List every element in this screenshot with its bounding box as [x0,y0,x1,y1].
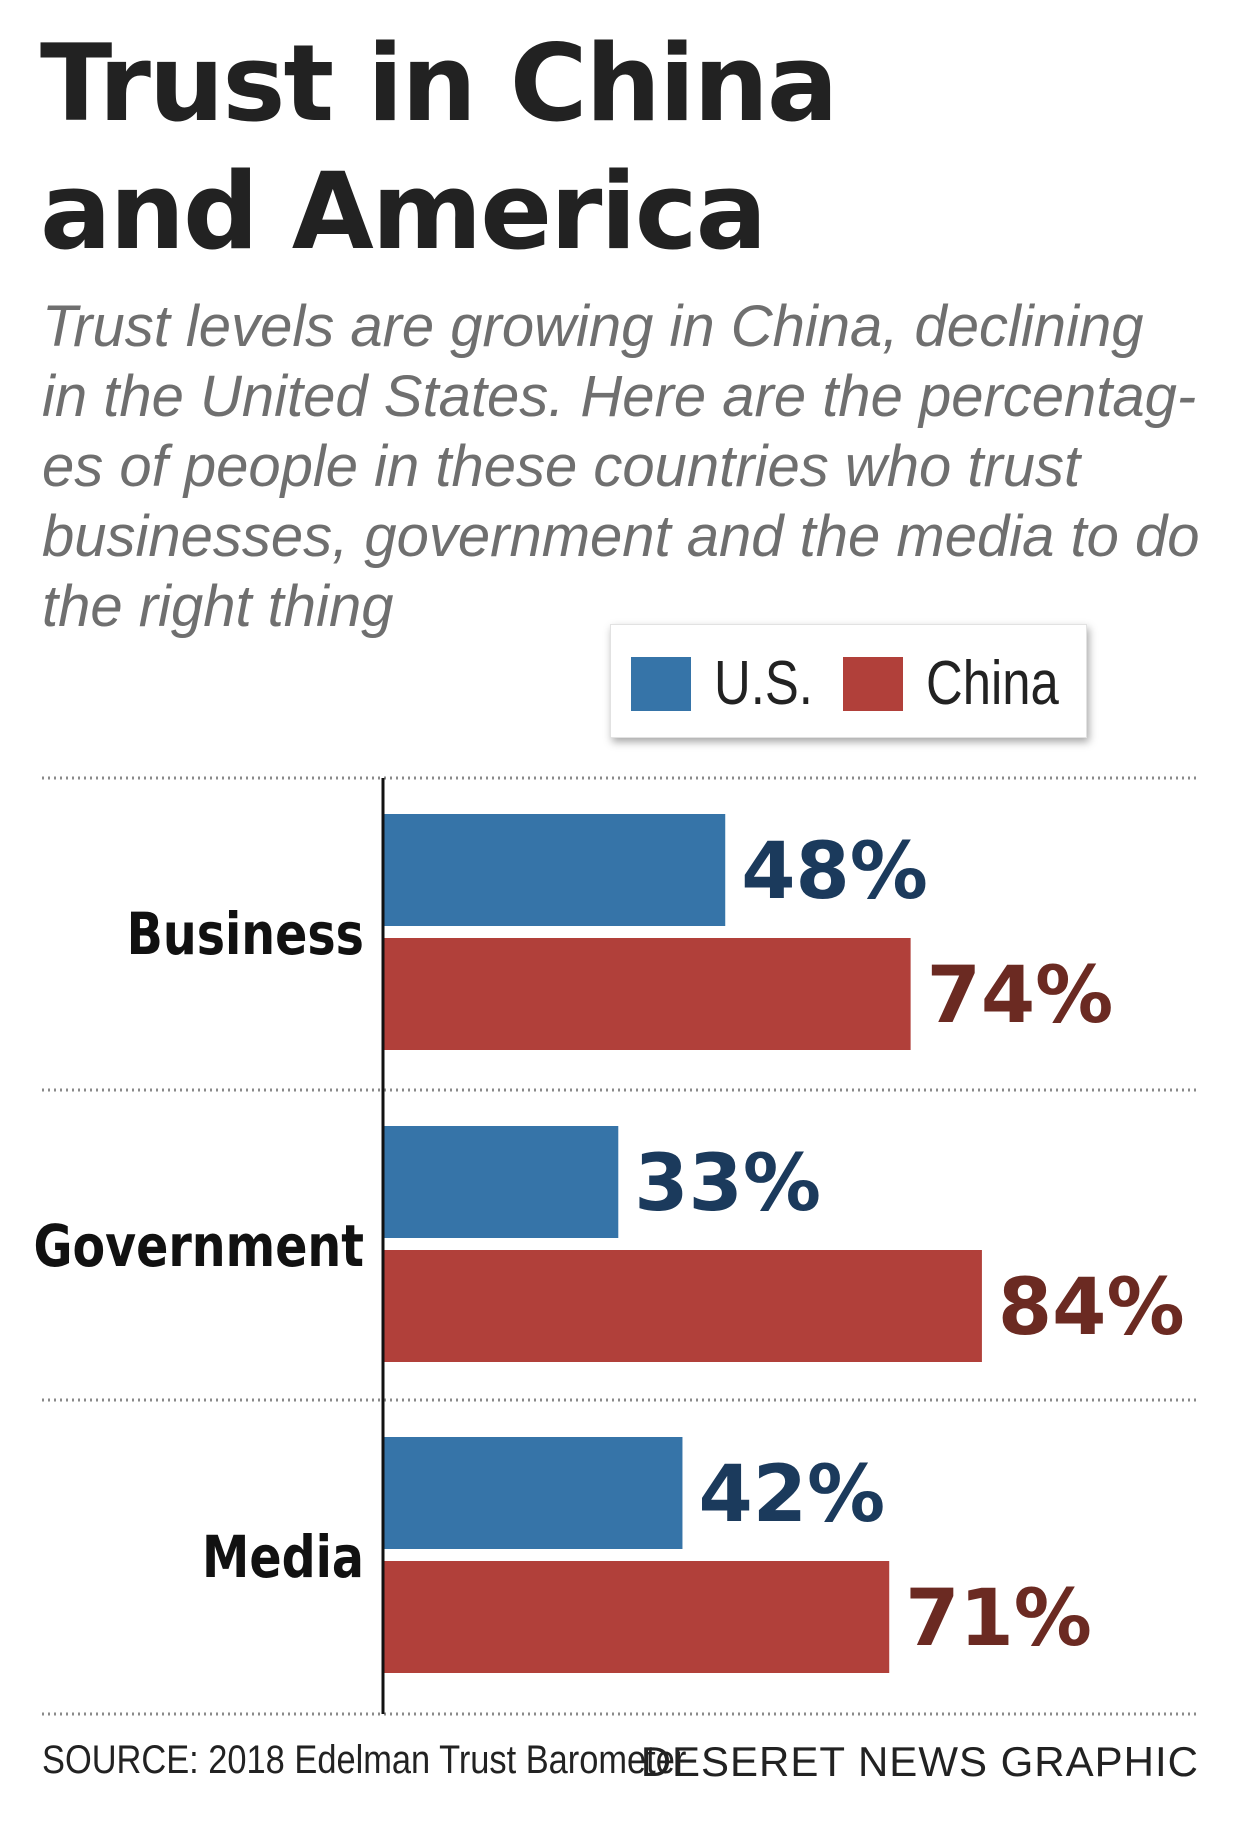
title-line-1: Trust in China [40,22,838,145]
data-label-china-business: 74% [927,951,1114,1041]
bar-us-business [383,814,726,926]
category-label-media: Media [202,1523,364,1591]
subtitle-line-3: es of people in these countries who trus… [42,434,1081,499]
chart-subtitle: Trust levels are growing in China, decli… [42,292,1222,642]
data-label-us-government: 33% [634,1139,821,1229]
bar-china-business [383,938,911,1050]
data-label-china-government: 84% [998,1263,1185,1353]
bar-china-media [383,1561,890,1673]
chart-title: Trust in China and America [40,20,1220,276]
bar-us-media [383,1437,683,1549]
title-line-2: and America [40,150,767,273]
category-label-government: Government [33,1212,364,1280]
category-label-business: Business [127,900,364,968]
data-label-us-business: 48% [741,827,928,917]
data-label-china-media: 71% [905,1574,1092,1664]
legend-swatch-china [843,657,903,711]
legend-swatch-us [631,657,691,711]
subtitle-line-4: businesses, government and the media to … [42,504,1200,569]
legend-label-us: U.S. [714,649,813,718]
chart-legend: U.S. China [610,624,1087,738]
legend-label-china: China [926,649,1059,718]
subtitle-line-1: Trust levels are growing in China, decli… [42,294,1144,359]
data-label-us-media: 42% [698,1450,885,1540]
graphic-credit: DESERET NEWS GRAPHIC [640,1738,1199,1785]
bar-china-government [383,1250,982,1362]
bar-us-government [383,1126,619,1238]
source-note: SOURCE: 2018 Edelman Trust Barometer [42,1738,687,1782]
subtitle-line-5: the right thing [42,574,394,639]
subtitle-line-2: in the United States. Here are the perce… [42,364,1197,429]
